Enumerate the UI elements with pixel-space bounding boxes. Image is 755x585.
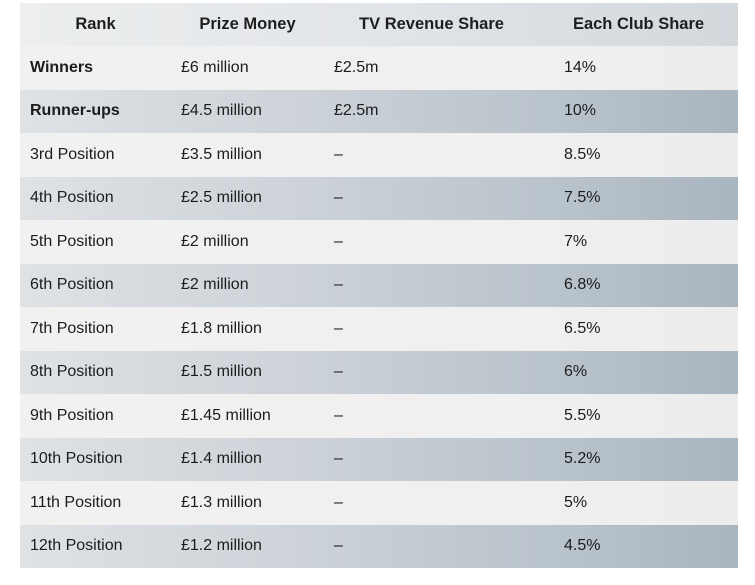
- rank-cell: Winners: [30, 58, 93, 76]
- each-club-share-cell: 4.5%: [564, 537, 601, 555]
- table-row: 10th Position £1.4 million – 5.2%: [20, 437, 738, 481]
- table-header: Rank Prize Money TV Revenue Share Each C…: [20, 3, 738, 46]
- table-row: 7th Position £1.8 million – 6.5%: [20, 307, 738, 351]
- tv-revenue-share-cell: –: [334, 232, 343, 250]
- prize-money-cell: £6 million: [181, 58, 249, 76]
- tv-revenue-share-cell: –: [334, 363, 343, 381]
- rank-cell: 5th Position: [30, 232, 114, 250]
- table-row: 6th Position £2 million – 6.8%: [20, 263, 738, 307]
- rank-cell: 4th Position: [30, 189, 114, 207]
- table-row: 12th Position £1.2 million – 4.5%: [20, 524, 738, 568]
- table-row: 11th Position £1.3 million – 5%: [20, 481, 738, 525]
- tv-revenue-share-cell: –: [334, 145, 343, 163]
- each-club-share-cell: 6.8%: [564, 276, 601, 294]
- tv-revenue-share-cell: –: [334, 406, 343, 424]
- each-club-share-cell: 7%: [564, 232, 588, 250]
- table-row: 8th Position £1.5 million – 6%: [20, 350, 738, 394]
- each-club-share-cell: 5%: [564, 493, 588, 511]
- each-club-share-cell: 7.5%: [564, 189, 601, 207]
- rank-cell: 11th Position: [30, 493, 122, 511]
- each-club-share-cell: 10%: [564, 102, 597, 120]
- tv-revenue-share-cell: –: [334, 450, 343, 468]
- rank-cell: Runner-ups: [30, 102, 120, 120]
- table-row: 5th Position £2 million – 7%: [20, 220, 738, 264]
- rank-cell: 12th Position: [30, 537, 123, 555]
- prize-money-cell: £3.5 million: [181, 145, 262, 163]
- each-club-share-cell: 5.2%: [564, 450, 601, 468]
- prize-money-cell: £1.4 million: [181, 450, 262, 468]
- prize-money-cell: £2.5 million: [181, 189, 262, 207]
- header-each-club-share: Each Club Share: [572, 15, 705, 33]
- tv-revenue-share-cell: –: [334, 319, 343, 337]
- tv-revenue-share-cell: –: [334, 276, 343, 294]
- rank-cell: 3rd Position: [30, 145, 115, 163]
- tv-revenue-share-cell: £2.5m: [334, 58, 379, 76]
- prize-money-cell: £1.3 million: [181, 493, 262, 511]
- prize-money-cell: £1.45 million: [181, 406, 271, 424]
- rank-cell: 7th Position: [30, 319, 114, 337]
- rank-cell: 10th Position: [30, 450, 123, 468]
- rank-cell: 6th Position: [30, 276, 114, 294]
- prize-money-cell: £4.5 million: [181, 102, 262, 120]
- table-body: Winners £6 million £2.5m 14% Runner-ups £4.5 …: [20, 46, 738, 568]
- tv-revenue-share-cell: –: [334, 537, 343, 555]
- table-row: Winners £6 million £2.5m 14%: [20, 46, 738, 90]
- rank-cell: 9th Position: [30, 406, 114, 424]
- table-row: Runner-ups £4.5 million £2.5m 10%: [20, 89, 738, 133]
- prize-money-cell: £2 million: [181, 276, 249, 294]
- tv-revenue-share-cell: –: [334, 493, 343, 511]
- prize-money-cell: £1.5 million: [181, 363, 262, 381]
- prize-money-cell: £1.8 million: [181, 319, 262, 337]
- each-club-share-cell: 6%: [564, 363, 588, 381]
- rank-cell: 8th Position: [30, 363, 114, 381]
- each-club-share-cell: 6.5%: [564, 319, 601, 337]
- header-prize-money: Prize Money: [199, 15, 296, 33]
- each-club-share-cell: 14%: [564, 58, 597, 76]
- prize-money-table: Rank Prize Money TV Revenue Share Each C…: [20, 3, 738, 568]
- header-row: Rank Prize Money TV Revenue Share Each C…: [20, 3, 738, 46]
- table-row: 4th Position £2.5 million – 7.5%: [20, 176, 738, 220]
- header-rank: Rank: [75, 15, 116, 33]
- table-row: 9th Position £1.45 million – 5.5%: [20, 394, 738, 438]
- each-club-share-cell: 8.5%: [564, 145, 601, 163]
- each-club-share-cell: 5.5%: [564, 406, 601, 424]
- tv-revenue-share-cell: –: [334, 189, 343, 207]
- prize-money-cell: £2 million: [181, 232, 249, 250]
- prize-money-table-container: Rank Prize Money TV Revenue Share Each C…: [20, 3, 738, 569]
- header-tv-revenue-share: TV Revenue Share: [359, 15, 504, 33]
- table-row: 3rd Position £3.5 million – 8.5%: [20, 133, 738, 177]
- tv-revenue-share-cell: £2.5m: [334, 102, 379, 120]
- prize-money-cell: £1.2 million: [181, 537, 262, 555]
